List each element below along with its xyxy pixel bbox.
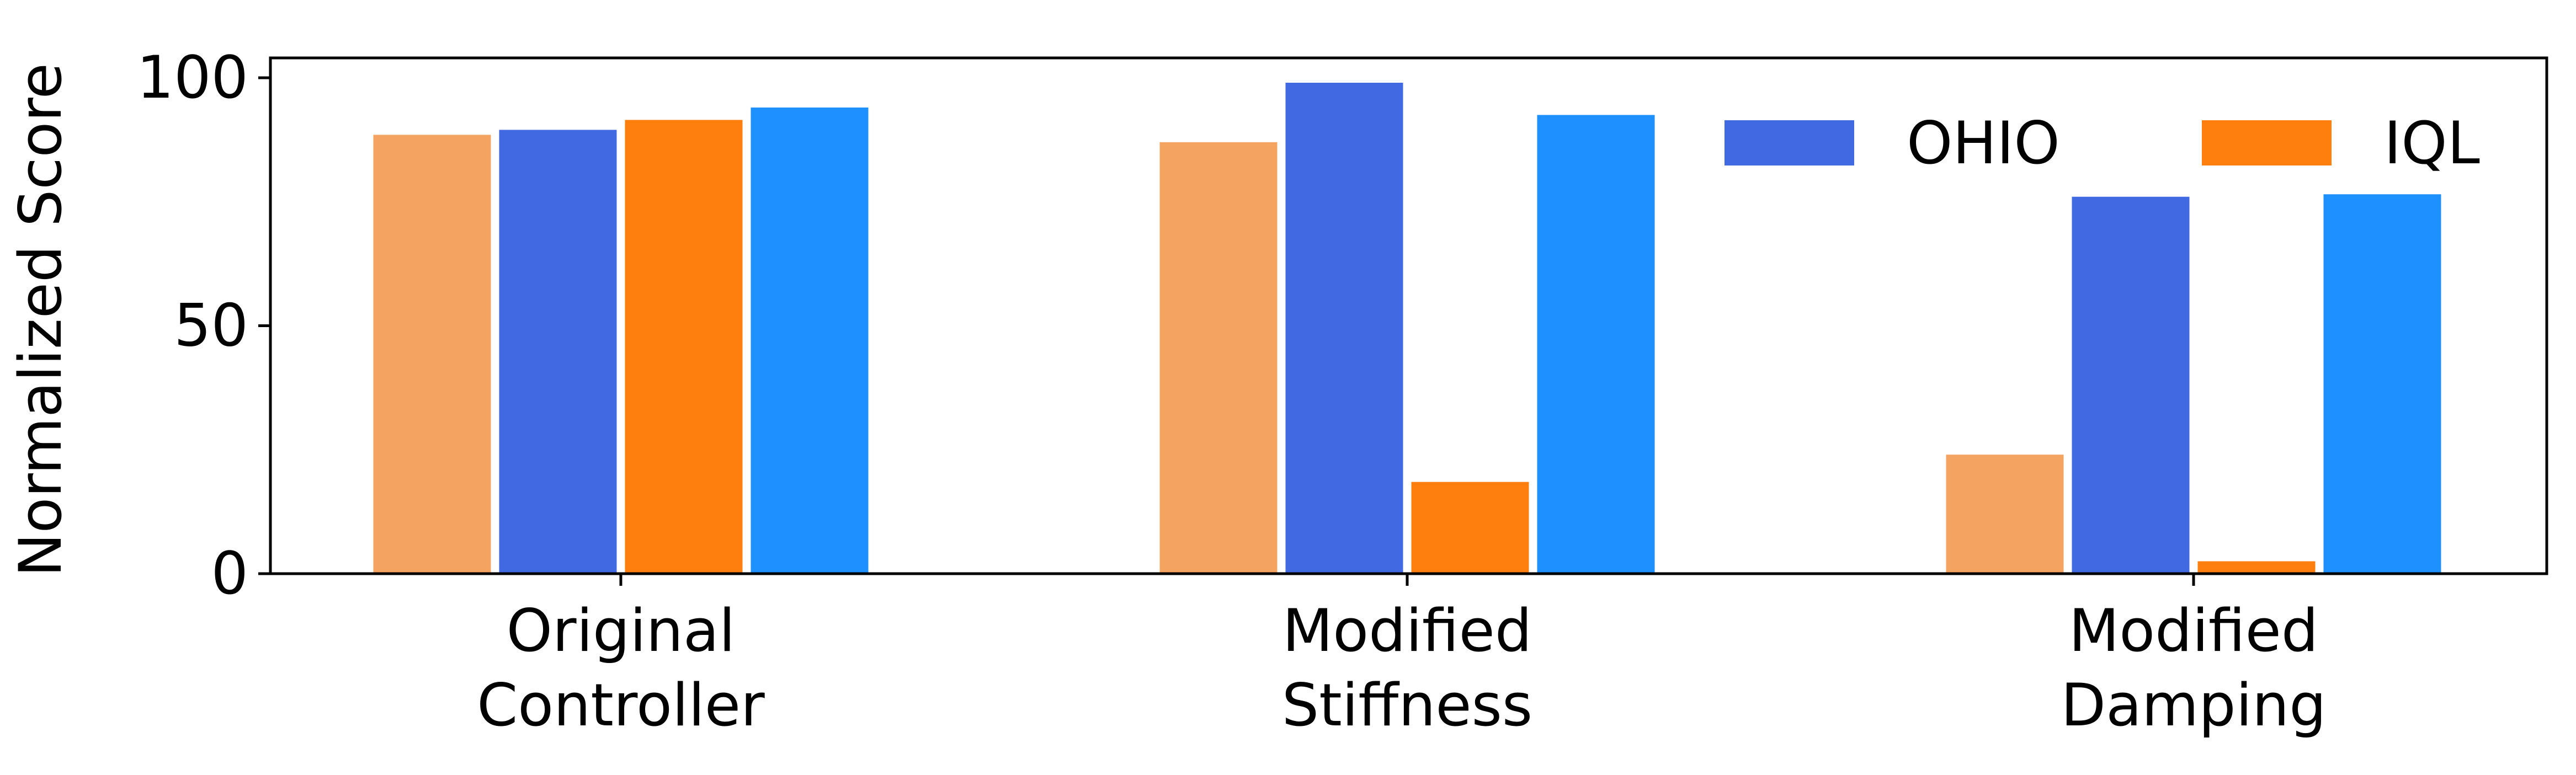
bar-series-4-category-1 bbox=[751, 107, 869, 574]
legend: OHIO IQL bbox=[1725, 109, 2480, 177]
bar-series-1-category-1 bbox=[373, 135, 491, 574]
bar-series-2-category-3 bbox=[2072, 196, 2190, 574]
x-axis: Original Controller Modified Stiffness Modif… bbox=[477, 574, 2327, 739]
x-tick-label: Modified Stiffness bbox=[1282, 597, 1532, 739]
y-axis: 0 50 100 bbox=[137, 44, 270, 607]
bar-series-4-category-3 bbox=[2323, 194, 2441, 574]
y-tick-label: 50 bbox=[174, 291, 248, 359]
x-tick-label: Modified Damping bbox=[2061, 597, 2326, 739]
y-tick-label: 100 bbox=[137, 44, 248, 111]
y-tick-label: 0 bbox=[211, 539, 248, 607]
bars-group bbox=[373, 83, 2441, 574]
legend-swatch-iql bbox=[2202, 120, 2332, 165]
bar-series-2-category-1 bbox=[499, 130, 617, 574]
bar-series-3-category-3 bbox=[2197, 561, 2316, 574]
bar-series-1-category-3 bbox=[1946, 455, 2064, 574]
x-tick-label: Original Controller bbox=[477, 597, 765, 739]
bar-series-1-category-2 bbox=[1159, 142, 1278, 574]
y-axis-label: Normalized Score bbox=[7, 63, 74, 577]
bar-series-4-category-2 bbox=[1537, 115, 1655, 574]
bar-series-3-category-2 bbox=[1411, 482, 1529, 574]
bar-series-3-category-1 bbox=[625, 120, 743, 574]
legend-label-iql: IQL bbox=[2384, 109, 2480, 177]
legend-swatch-ohio bbox=[1725, 120, 1854, 165]
legend-label-ohio: OHIO bbox=[1907, 109, 2060, 177]
bar-series-2-category-2 bbox=[1285, 83, 1403, 574]
